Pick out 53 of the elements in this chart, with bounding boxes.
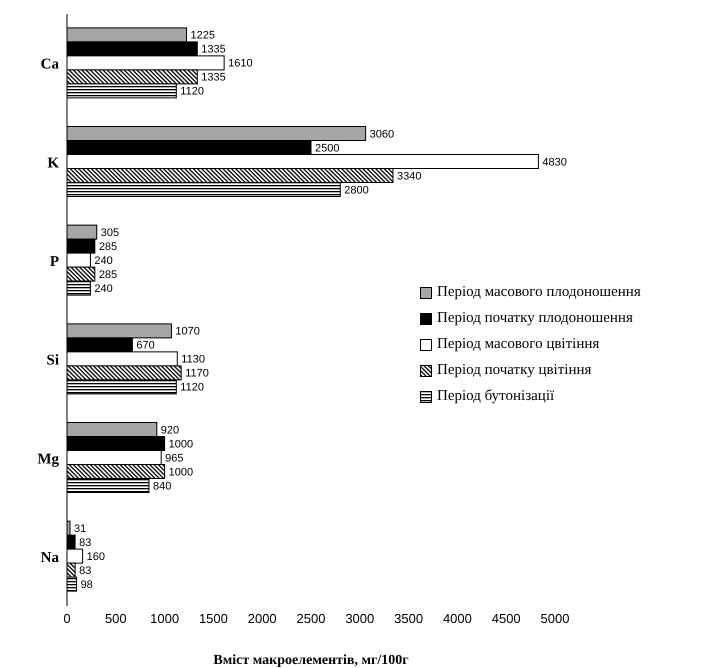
y-tick-label: Mg [37, 451, 60, 468]
data-label: 670 [136, 340, 155, 352]
data-label: 285 [98, 269, 118, 282]
y-tick-label: P [50, 254, 59, 270]
x-tick-label: 0 [63, 611, 71, 626]
data-label: 83 [79, 565, 92, 578]
legend-label: Період початку плодоношення [437, 310, 633, 327]
data-label: 3060 [370, 128, 394, 140]
x-tick-label: 1500 [198, 611, 228, 626]
legend-label: Період масового цвітіння [437, 336, 600, 353]
data-label: 1610 [228, 58, 253, 70]
data-label: 1170 [185, 368, 209, 380]
data-label: 920 [160, 424, 180, 436]
data-label: 1335 [201, 72, 226, 84]
data-label: 1000 [168, 466, 194, 478]
data-label: 83 [79, 537, 92, 550]
data-label: 965 [165, 452, 184, 464]
data-label: 160 [86, 551, 105, 564]
x-tick-label: 1000 [150, 611, 180, 626]
y-tick-label: Si [46, 352, 59, 369]
data-label: 4830 [542, 156, 567, 168]
data-label: 2500 [315, 142, 340, 154]
data-label: 2800 [344, 184, 369, 196]
y-tick-label: K [47, 155, 60, 172]
data-label: 1225 [190, 30, 216, 42]
data-label: 31 [74, 523, 86, 536]
y-tick-label: Na [40, 550, 60, 566]
x-axis-title: Вміст макроелементів, мг/100г [213, 653, 409, 668]
data-label: 1335 [201, 44, 226, 56]
data-label: 240 [94, 283, 113, 296]
y-tick-label: Ca [40, 56, 60, 73]
data-label: 305 [100, 227, 120, 240]
x-tick-label: 2000 [248, 611, 277, 626]
data-label: 1000 [168, 438, 194, 450]
data-label: 240 [94, 255, 113, 268]
data-label: 3340 [396, 170, 422, 182]
data-label: 840 [152, 480, 172, 492]
data-label: 98 [80, 579, 93, 592]
x-tick-label: 2500 [296, 611, 326, 626]
x-tick-label: 4500 [492, 611, 521, 626]
data-label: 285 [98, 241, 118, 254]
x-tick-label: 3500 [394, 611, 424, 626]
x-tick-label: 3000 [345, 611, 374, 626]
legend-label: Період бутонізації [437, 388, 554, 405]
x-tick-label: 4000 [442, 611, 472, 626]
x-tick-label: 500 [104, 611, 127, 626]
x-tick-label: 5000 [540, 611, 570, 626]
data-label: 1130 [181, 354, 205, 366]
data-label: 1120 [180, 86, 204, 98]
legend-label: Період масового плодоношення [437, 284, 641, 301]
data-label: 1070 [175, 326, 200, 338]
data-label: 1120 [180, 382, 204, 394]
legend-label: Період початку цвітіння [437, 362, 592, 379]
